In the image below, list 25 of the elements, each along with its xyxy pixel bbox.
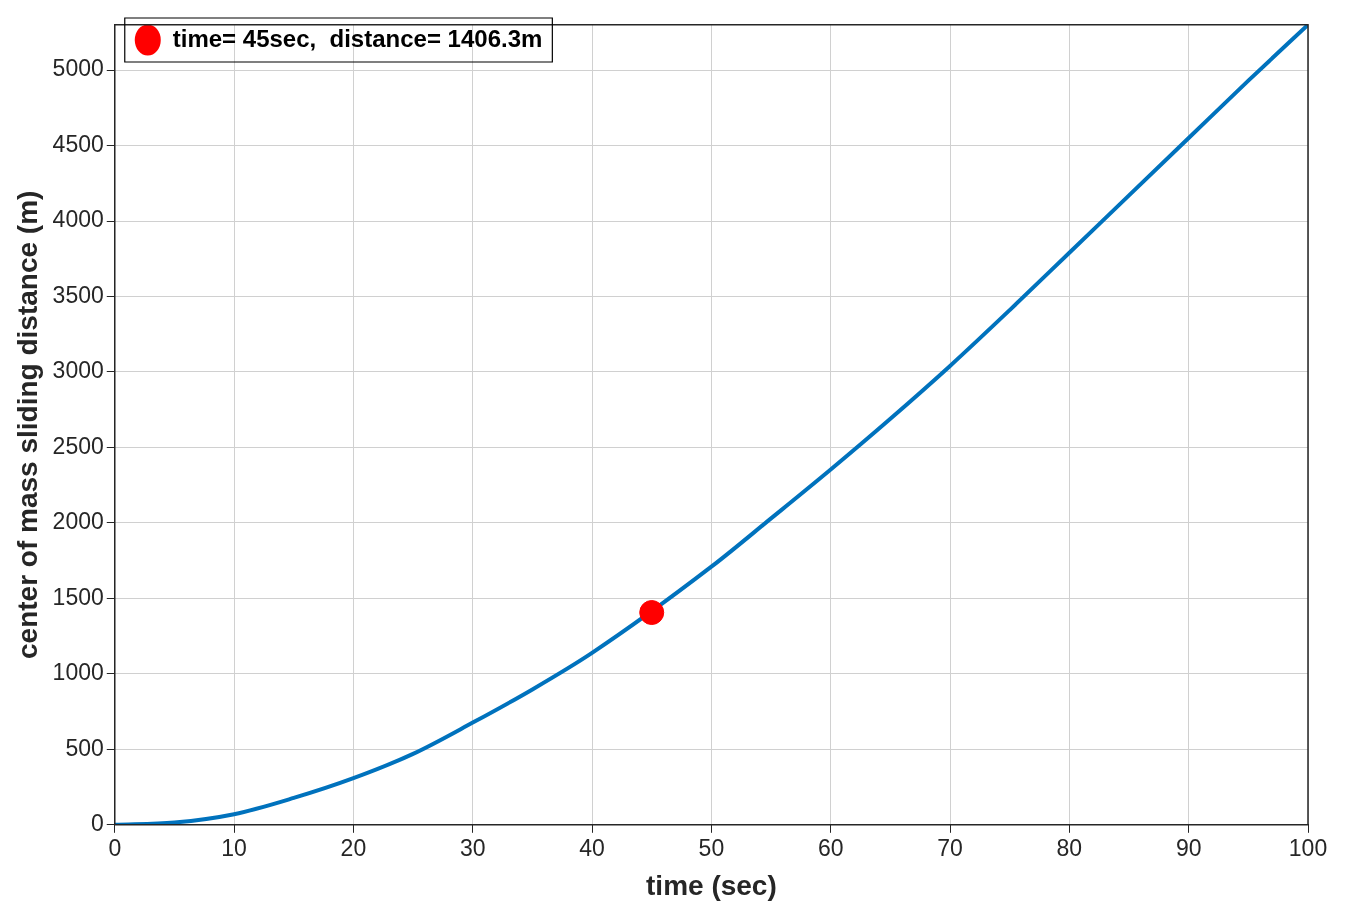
x-tick-label: 50 <box>698 834 725 861</box>
y-tick-label: 3000 <box>52 357 104 384</box>
x-tick-label: 30 <box>459 834 486 861</box>
y-tick-label: 4000 <box>52 206 104 233</box>
y-tick-label: 2000 <box>52 508 104 535</box>
y-tick-label: 3500 <box>52 281 104 308</box>
x-tick-label: 0 <box>108 834 122 861</box>
y-tick-label: 4500 <box>52 130 104 157</box>
y-tick-label: 500 <box>65 734 104 761</box>
y-tick-label: 0 <box>90 810 104 837</box>
x-tick-label: 40 <box>579 834 605 861</box>
x-tick-label: 60 <box>817 834 844 861</box>
x-tick-label: 70 <box>937 834 963 861</box>
y-axis-title: center of mass sliding distance (m) <box>11 190 43 659</box>
x-tick-label: 20 <box>340 834 367 861</box>
y-tick-label: 2500 <box>52 432 104 459</box>
x-tick-label: 90 <box>1175 834 1202 861</box>
legend-label: time= 45sec, distance= 1406.3m <box>172 24 543 52</box>
x-tick-label: 80 <box>1056 834 1083 861</box>
y-tick-label: 1000 <box>52 659 104 686</box>
x-tick-label: 100 <box>1288 834 1328 861</box>
x-axis-title: time (sec) <box>646 869 777 901</box>
y-tick-label: 1500 <box>52 583 104 610</box>
x-tick-label: 10 <box>221 834 247 861</box>
y-tick-label: 5000 <box>52 55 104 82</box>
